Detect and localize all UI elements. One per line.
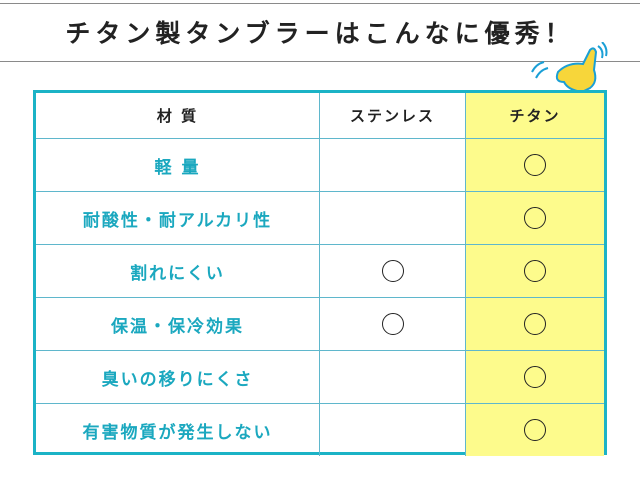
circle-mark-icon	[524, 154, 546, 176]
row-label: 保温・保冷効果	[36, 298, 320, 350]
row-label: 有害物質が発生しない	[36, 404, 320, 456]
titanium-cell	[466, 404, 604, 456]
row-label: 割れにくい	[36, 245, 320, 297]
stainless-cell	[320, 351, 466, 403]
table-row: 有害物質が発生しない	[36, 403, 604, 456]
top-divider	[0, 3, 640, 4]
circle-mark-icon	[524, 260, 546, 282]
titanium-cell	[466, 192, 604, 244]
circle-mark-icon	[524, 366, 546, 388]
title-divider	[0, 61, 640, 62]
row-label: 軽 量	[36, 139, 320, 191]
pointing-hand-icon	[531, 42, 608, 94]
table-header-row: 材 質 ステンレス チタン	[36, 93, 604, 138]
table-row: 耐酸性・耐アルカリ性	[36, 191, 604, 244]
titanium-cell	[466, 351, 604, 403]
stainless-cell	[320, 404, 466, 456]
circle-mark-icon	[524, 207, 546, 229]
circle-mark-icon	[524, 313, 546, 335]
table-row: 軽 量	[36, 138, 604, 191]
stainless-cell	[320, 298, 466, 350]
stainless-cell	[320, 139, 466, 191]
stainless-cell	[320, 192, 466, 244]
table-row: 臭いの移りにくさ	[36, 350, 604, 403]
header-stainless: ステンレス	[320, 93, 466, 138]
titanium-cell	[466, 139, 604, 191]
stainless-cell	[320, 245, 466, 297]
titanium-cell	[466, 245, 604, 297]
header-material: 材 質	[36, 93, 320, 138]
row-label: 耐酸性・耐アルカリ性	[36, 192, 320, 244]
circle-mark-icon	[524, 419, 546, 441]
row-label: 臭いの移りにくさ	[36, 351, 320, 403]
titanium-cell	[466, 298, 604, 350]
circle-mark-icon	[381, 313, 404, 335]
header-titanium: チタン	[466, 93, 604, 138]
circle-mark-icon	[381, 260, 404, 282]
page-title: チタン製タンブラーはこんなに優秀！	[65, 19, 575, 48]
table-row: 割れにくい	[36, 244, 604, 297]
comparison-table: 材 質 ステンレス チタン 軽 量耐酸性・耐アルカリ性 割れにくい 保温・保冷効果臭…	[33, 90, 607, 456]
table-row: 保温・保冷効果	[36, 297, 604, 350]
